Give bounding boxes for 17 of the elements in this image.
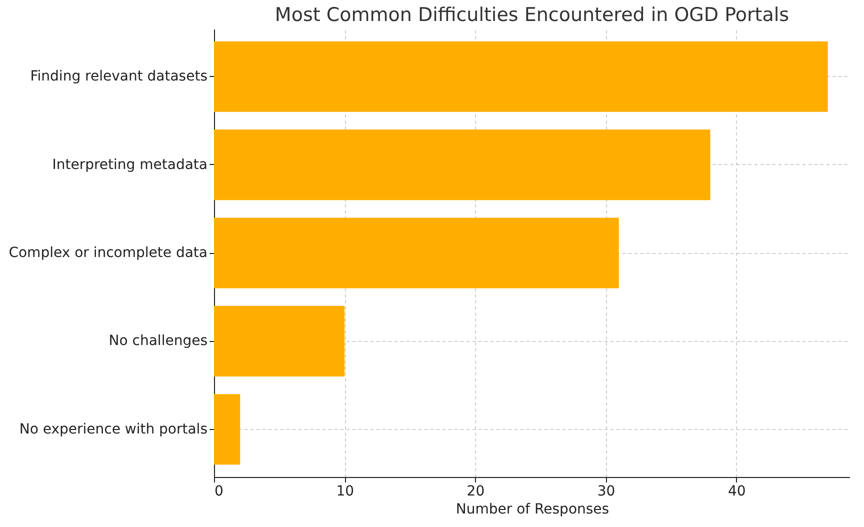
y-tick-label: No challenges xyxy=(108,333,208,350)
bar xyxy=(214,41,828,112)
x-tick-label: 30 xyxy=(597,484,616,500)
chart-title: Most Common Difficulties Encountered in OGD Portals xyxy=(274,4,790,26)
bar xyxy=(214,130,710,200)
y-tick-label: Interpreting metadata xyxy=(52,156,208,173)
x-tick-label: 20 xyxy=(466,484,485,500)
y-tick-label: Complex or incomplete data xyxy=(8,245,208,261)
bar xyxy=(214,306,345,376)
y-tick-label: No experience with portals xyxy=(19,421,208,438)
x-axis-title: Number of Responses xyxy=(456,502,610,518)
x-tick-label: 10 xyxy=(336,484,354,500)
bar xyxy=(214,394,240,465)
bar xyxy=(214,218,619,288)
x-tick-label: 40 xyxy=(728,484,746,500)
x-tick-label: 0 xyxy=(214,484,224,500)
y-tick-label: Finding relevant datasets xyxy=(30,68,208,85)
